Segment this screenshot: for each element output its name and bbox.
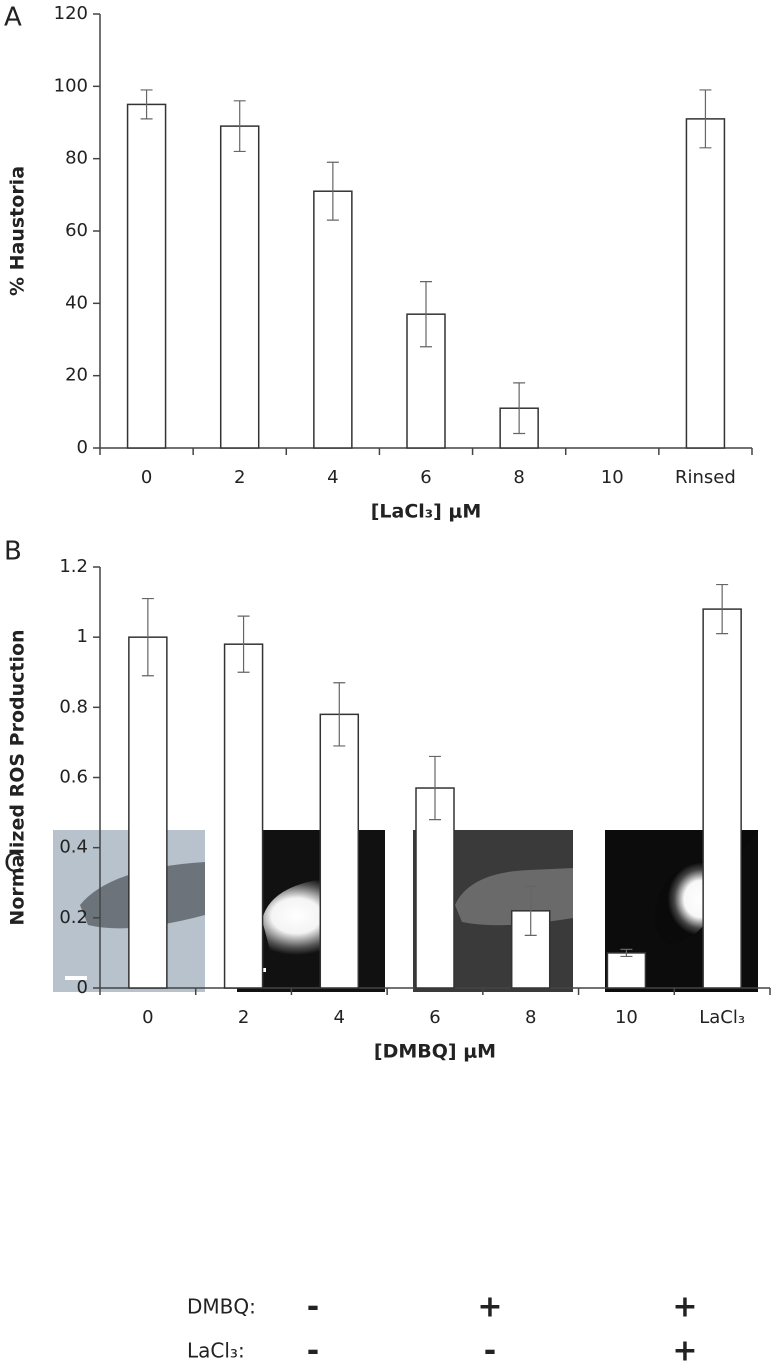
row-label: DMBQ: [187,1295,256,1319]
sign: - [307,1290,319,1325]
x-tick-label: 0 [142,1007,153,1028]
sign: + [477,1290,502,1325]
x-tick-label: LaCl₃ [699,1007,745,1028]
bar [219,125,260,449]
panel-label: B [4,537,22,567]
bar [128,636,168,989]
error-bar [141,597,154,677]
bar [415,787,455,989]
y-tick-label: 80 [65,148,88,169]
error-bar [429,755,441,821]
bar [313,190,353,449]
x-axis-label: [DMBQ] μM [374,1041,496,1063]
y-tick-label: 0 [77,977,88,998]
y-tick-label: 120 [54,3,88,24]
x-tick-label: 0 [141,467,152,488]
bar [702,608,742,989]
x-axis-label: [LaCl₃] μM [371,501,482,523]
sign: - [307,1334,319,1369]
y-tick-label: 60 [65,220,88,241]
error-bar [333,682,346,747]
bar [126,103,167,449]
sign: + [672,1290,697,1325]
y-tick-label: 0.8 [59,696,88,717]
y-axis-label: % Haustoria [7,166,29,296]
error-bar [237,615,250,673]
sign: - [484,1334,496,1369]
y-tick-label: 40 [65,292,88,313]
x-tick-label: 6 [429,1007,440,1028]
error-bar [233,100,246,153]
x-tick-label: 10 [615,1007,638,1028]
error-bar [326,161,339,221]
y-tick-label: 0 [77,437,88,458]
x-tick-label: 4 [334,1007,345,1028]
error-bar [699,89,712,149]
panel-label: C [4,849,22,879]
y-tick-label: 0.6 [59,767,88,788]
y-tick-label: 1.2 [59,556,88,577]
y-tick-label: 0.2 [59,907,88,928]
bar [223,643,264,989]
x-tick-label: Rinsed [675,467,736,488]
x-tick-label: 8 [525,1007,536,1028]
bar [319,713,360,989]
bar [685,118,726,449]
sign: + [672,1334,697,1369]
error-bar [716,583,729,635]
x-tick-label: 10 [601,467,624,488]
bar [606,952,647,989]
error-bar [140,89,153,120]
x-tick-label: 4 [327,467,338,488]
error-bar [513,382,526,435]
x-tick-label: 8 [513,467,524,488]
x-tick-label: 2 [234,467,245,488]
error-bar [420,281,432,348]
error-bar [524,885,537,936]
y-tick-label: 20 [65,365,88,386]
y-tick-label: 1 [77,626,88,647]
y-tick-label: 100 [54,75,88,96]
x-tick-label: 2 [238,1007,249,1028]
y-tick-label: 0.4 [59,837,88,858]
x-tick-label: 6 [420,467,431,488]
error-bar [620,948,633,958]
row-label: LaCl₃: [187,1339,245,1363]
y-axis-label: Normalized ROS Production [7,629,29,925]
panel-label: A [4,3,22,33]
